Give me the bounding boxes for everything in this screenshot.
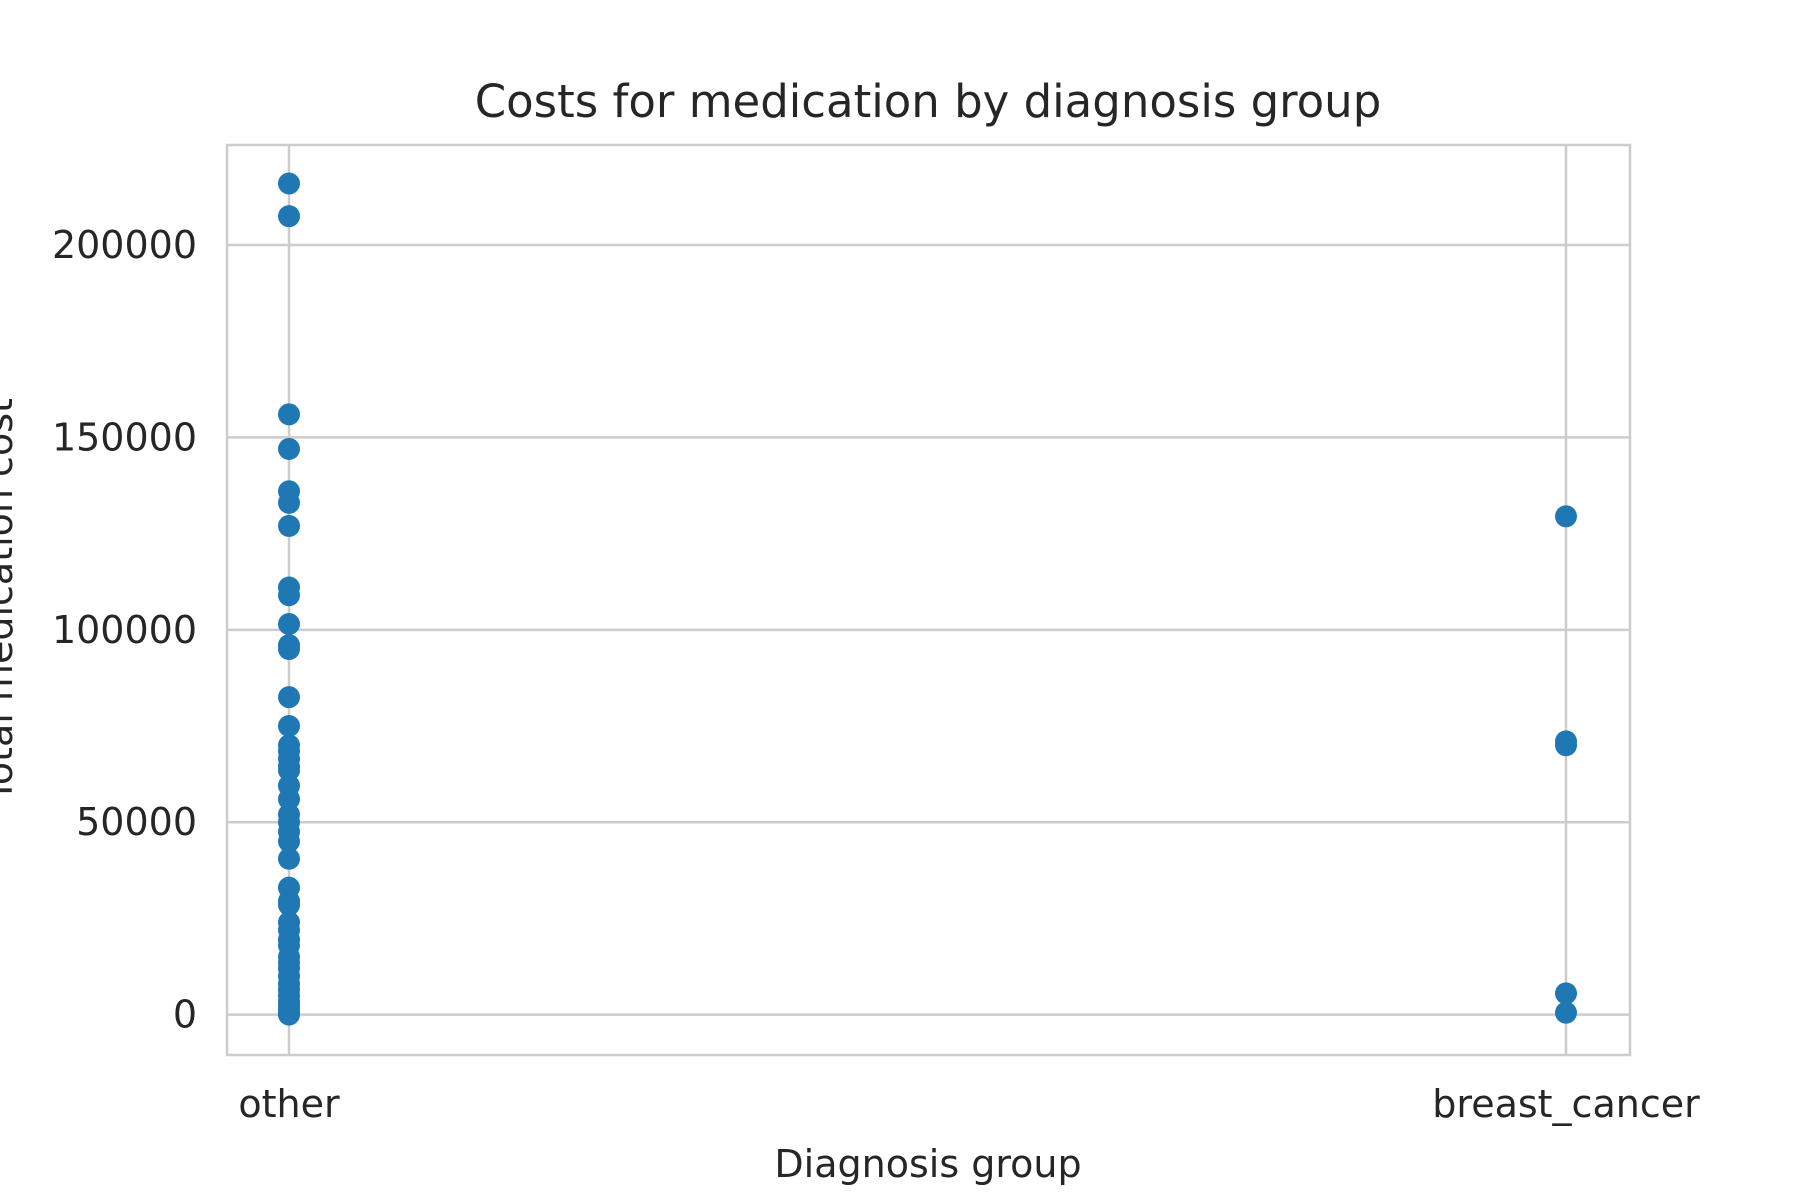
data-point xyxy=(278,584,300,607)
y-tick-label: 150000 xyxy=(52,415,197,459)
data-point xyxy=(278,403,300,426)
x-tick-labels: other breast_cancer xyxy=(238,1082,1700,1126)
data-point xyxy=(278,491,300,514)
data-point xyxy=(1555,1001,1577,1024)
x-tick-label: breast_cancer xyxy=(1432,1082,1700,1126)
chart-title: Costs for medication by diagnosis group xyxy=(475,75,1382,128)
y-tick-label: 200000 xyxy=(52,223,197,267)
data-point xyxy=(278,613,300,636)
data-point xyxy=(278,715,300,738)
y-tick-labels: 0 50000 100000 150000 200000 xyxy=(52,223,197,1037)
data-point xyxy=(1555,734,1577,757)
data-point xyxy=(278,205,300,228)
data-point xyxy=(278,759,300,782)
data-point xyxy=(278,638,300,661)
x-axis-label: Diagnosis group xyxy=(774,1142,1081,1186)
plot-frame xyxy=(225,143,1632,1057)
data-point xyxy=(278,893,300,916)
x-tick-label: other xyxy=(238,1082,340,1126)
y-tick-label: 0 xyxy=(173,993,197,1037)
grid-lines xyxy=(227,145,1630,1055)
y-tick-label: 100000 xyxy=(52,608,197,652)
data-point xyxy=(278,830,300,853)
data-point xyxy=(278,847,300,870)
data-points xyxy=(278,172,1577,1026)
data-point xyxy=(1555,982,1577,1005)
data-point xyxy=(278,788,300,811)
y-axis-label: Total medication cost xyxy=(0,398,21,803)
data-point xyxy=(278,686,300,709)
data-point xyxy=(1555,505,1577,528)
data-point xyxy=(278,1003,300,1026)
data-point xyxy=(278,437,300,460)
data-point xyxy=(278,514,300,537)
y-tick-label: 50000 xyxy=(76,800,197,844)
data-point xyxy=(278,172,300,195)
